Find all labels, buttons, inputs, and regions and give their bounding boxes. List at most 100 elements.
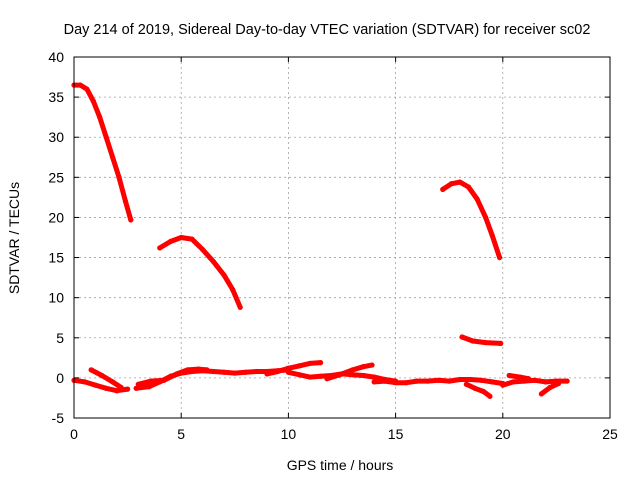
data-point [221,369,227,375]
data-point [174,371,180,377]
series-low-b [88,367,124,391]
data-point [510,379,517,385]
data-point [506,372,512,379]
data-point [317,373,324,379]
data-point [414,378,420,384]
x-axis-label: GPS time / hours [287,457,394,473]
data-point [204,367,210,373]
data-point [195,366,201,372]
data-point [99,372,105,379]
data-point [148,378,154,384]
y-tick-label: 40 [48,49,64,65]
data-point [161,377,167,383]
data-point [360,372,367,379]
series-low-j [506,372,532,382]
x-tick-label: 25 [602,426,618,442]
data-point [230,287,236,293]
data-point [103,385,109,391]
data-point [88,367,94,373]
series-low-g [371,376,506,387]
data-point [285,369,291,375]
data-point [489,379,495,385]
series-trace [88,367,124,390]
data-point [253,368,259,375]
data-point [167,238,174,245]
data-point [543,379,549,385]
data-point [114,388,120,394]
data-point [189,236,195,242]
data-point [242,369,249,375]
series-low-h [463,381,493,399]
data-point [109,379,116,385]
x-tick-label: 20 [495,426,511,442]
y-tick-label: 30 [48,129,64,145]
data-point [221,272,227,278]
data-point [109,154,116,160]
data-point [135,381,141,387]
data-point [555,380,562,387]
data-point [178,234,184,241]
data-point [547,384,553,391]
data-point [157,245,163,251]
y-tick-label: 25 [48,169,64,185]
data-point [285,365,291,371]
series-arc-2 [157,234,243,310]
data-point [133,385,139,391]
data-point [480,388,487,395]
data-point [185,367,191,373]
series-trace [459,334,504,346]
data-point [77,82,84,88]
grid-lines [74,57,610,418]
data-point [457,376,463,383]
data-point [446,378,452,384]
y-tick-label: 20 [48,209,64,225]
x-tick-label: 15 [388,426,404,442]
data-point [478,377,484,383]
data-point [483,214,489,221]
data-point [90,98,96,104]
x-tick-label: 0 [70,426,78,442]
data-point [307,374,313,380]
data-point [146,384,152,390]
data-point [425,378,431,384]
series-trace [135,366,210,387]
y-tick-label: 10 [48,290,64,306]
data-point [483,339,489,346]
data-point [97,114,103,120]
data-point [371,379,377,385]
data-point [296,372,302,378]
data-point [500,382,506,388]
data-point [371,374,377,380]
data-point [468,376,474,383]
series-trace [71,82,134,223]
data-point [128,217,134,223]
data-point [92,382,99,388]
y-tick-label: 35 [48,89,64,105]
plot-frame [73,56,611,419]
data-point [393,380,399,386]
data-point [237,304,243,310]
data-point [125,386,131,392]
data-point [487,393,493,399]
data-point [350,367,356,373]
data-point [324,376,330,382]
data-point [463,381,469,387]
series-low-k [538,380,562,397]
series-arc-4 [459,334,504,346]
x-tick-label: 5 [177,426,185,442]
data-point [448,181,454,187]
data-point [118,384,124,391]
data-point [116,174,122,180]
data-point [564,378,570,384]
data-point [459,334,465,340]
data-point [457,179,463,185]
data-point [200,246,206,253]
series-low-c2 [135,366,210,387]
data-point [472,385,478,391]
data-point [232,370,238,376]
data-point [296,363,302,369]
data-point [369,362,375,368]
y-tick-label: 0 [56,370,64,386]
data-point [307,360,313,367]
data-point [84,86,90,92]
